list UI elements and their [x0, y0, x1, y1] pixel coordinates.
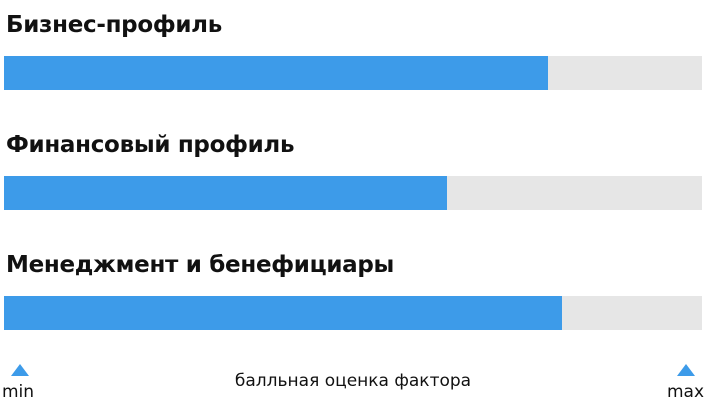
min-label: min — [2, 382, 35, 402]
category-label: Бизнес-профиль — [6, 12, 222, 38]
category-label: Финансовый профиль — [6, 132, 295, 158]
bar-track — [4, 56, 702, 90]
bar — [4, 176, 448, 210]
bar-track — [4, 296, 702, 330]
bar-track — [4, 176, 702, 210]
x-axis-label: балльная оценка фактора — [0, 371, 706, 391]
max-marker-icon — [677, 364, 695, 376]
bar — [4, 56, 549, 90]
min-marker-icon — [11, 364, 29, 376]
x-axis-label-text: балльная оценка фактора — [234, 371, 472, 391]
category-label: Менеджмент и бенефициары — [6, 252, 395, 278]
max-label: max — [667, 382, 705, 402]
bar — [4, 296, 563, 330]
